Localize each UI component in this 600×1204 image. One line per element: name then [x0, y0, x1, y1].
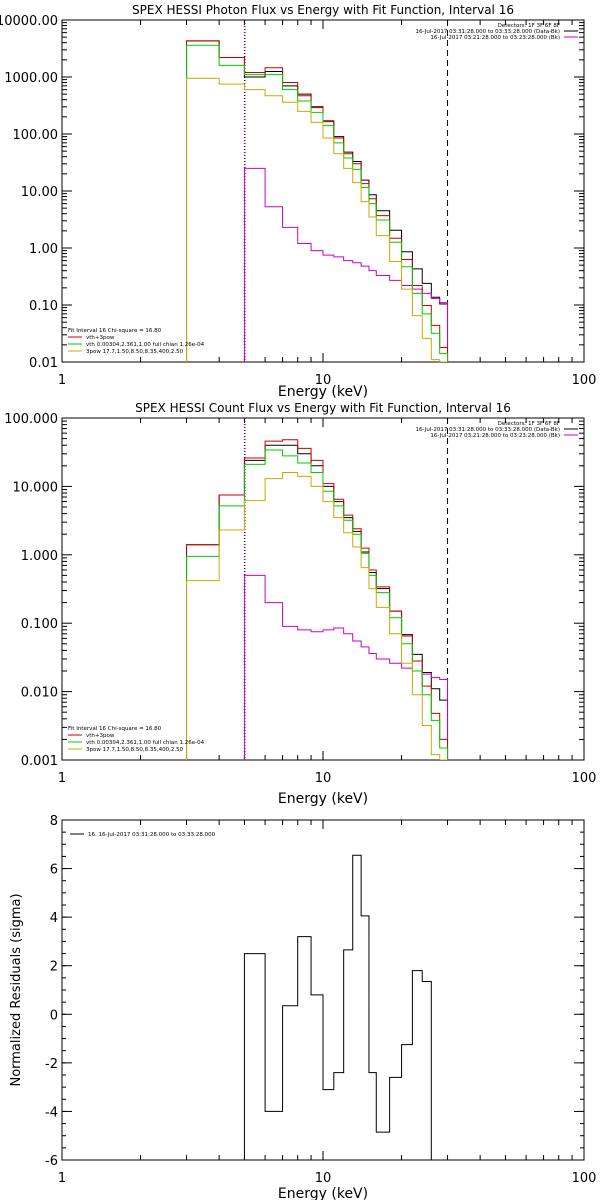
series-2-histogram	[186, 439, 449, 760]
annotation-bottom: vth 0.00304,2.361,1.00 full chian 1.26e-…	[86, 740, 205, 746]
y-tick-label: -6	[45, 1154, 58, 1169]
annotation-bottom: Fit Interval 16 Chi-square = 16.80	[68, 726, 162, 732]
annotation-bottom: vth 0.00304,2.361,1.00 full chian 1.26e-…	[86, 342, 205, 348]
y-tick-label: 0.10	[29, 299, 58, 314]
panel-residuals: 1 10 100 8 6 4 2 0 -2 -4 -6 Energy (keV) Normalized …	[9, 814, 597, 1202]
y-tick-label: 0.010	[21, 686, 58, 701]
plot-area	[186, 418, 449, 760]
y-tick-label: 10.000	[13, 480, 59, 495]
series-2-histogram	[186, 40, 449, 362]
annotation-top: 16-Jul-2017 03:31:28.000 to 03:33:28.000…	[416, 427, 561, 433]
y-tick-label: -2	[45, 1057, 58, 1072]
x-tick-label: 100	[572, 1171, 597, 1186]
legend-entry: 16. 16-Jul-2017 03:31:28.000 to 03:33:28…	[88, 832, 216, 838]
y-tick-label: 0.001	[21, 754, 58, 769]
y-tick-label: 0.100	[21, 617, 58, 632]
x-tick-label: 100	[572, 771, 597, 786]
y-tick-label: 100.000	[4, 412, 58, 427]
chart-title: SPEX HESSI Count Flux vs Energy with Fit…	[135, 401, 511, 415]
x-tick-label: 100	[572, 373, 597, 388]
y-tick-label: 8	[50, 814, 58, 829]
series-0-histogram	[186, 444, 449, 760]
chart-title: SPEX HESSI Photon Flux vs Energy with Fi…	[132, 3, 514, 17]
plot-frame	[61, 819, 585, 1161]
y-tick-label: 0	[50, 1008, 58, 1023]
annotation-top: 16-Jul-2017 03:21:28.000 to 03:23:28.000…	[430, 35, 560, 41]
series-4-histogram	[186, 77, 448, 362]
annotation-top: 16-Jul-2017 03:21:28.000 to 03:23:28.000…	[430, 433, 560, 439]
y-tick-label: 100.00	[13, 128, 59, 143]
panel-photon: 1 10 100 10000.00 1000.00 100.00 10.00 1.00 0.10…	[0, 3, 596, 400]
series-1-histogram	[243, 574, 449, 760]
y-tick-label: 1.000	[21, 549, 58, 564]
x-axis-label: Energy (keV)	[278, 791, 368, 807]
x-tick-label: 1	[58, 373, 66, 388]
series-1-histogram	[243, 167, 449, 362]
annotation-bottom: 3pow 17.7,1.50,8.50,8.35,400,2.50	[86, 747, 184, 753]
y-tick-label: 10.00	[21, 185, 58, 200]
series-0-histogram	[186, 40, 449, 362]
y-tick-label: 1.00	[29, 242, 58, 257]
series-3-histogram	[186, 44, 449, 362]
y-tick-label: 2	[50, 960, 58, 975]
series-4-histogram	[186, 471, 448, 760]
x-tick-label: 10	[315, 373, 332, 388]
annotation-bottom: vth+3pow	[86, 335, 115, 341]
x-tick-label: 10	[315, 1171, 332, 1186]
plot-area	[186, 20, 449, 362]
x-axis-label: Energy (keV)	[278, 1186, 368, 1200]
y-tick-label: 1000.00	[4, 71, 58, 86]
x-tick-label: 1	[58, 771, 66, 786]
y-tick-label: 6	[50, 863, 58, 878]
x-tick-label: 1	[58, 1171, 66, 1186]
annotation-top: Detectors: 1F 3F 6F 8F	[498, 421, 560, 427]
y-tick-label: 0.01	[29, 356, 58, 371]
annotation-top: Detectors: 1F 3F 6F 8F	[498, 23, 560, 29]
y-tick-label: -4	[45, 1105, 58, 1120]
annotation-bottom: 3pow 17.7,1.50,8.50,8.35,400,2.50	[86, 349, 184, 355]
annotation-bottom: Fit Interval 16 Chi-square = 16.80	[68, 328, 162, 334]
x-tick-label: 10	[315, 771, 332, 786]
y-axis-label: Normalized Residuals (sigma)	[9, 893, 24, 1086]
series-0-histogram	[243, 854, 432, 1160]
annotation-top: 16-Jul-2017 03:31:28.000 to 03:33:28.000…	[416, 29, 561, 35]
y-tick-label: 4	[50, 911, 58, 926]
y-tick-label: 10000.00	[0, 14, 58, 29]
plot-frame	[61, 19, 585, 363]
annotation-bottom: vth+3pow	[86, 733, 115, 739]
plot-area	[243, 854, 432, 1160]
x-axis-label: Energy (keV)	[278, 384, 368, 400]
series-3-histogram	[186, 449, 449, 760]
panel-count: 1 10 100 100.000 10.000 1.000 0.100 0.010 0.001 S…	[4, 401, 596, 807]
